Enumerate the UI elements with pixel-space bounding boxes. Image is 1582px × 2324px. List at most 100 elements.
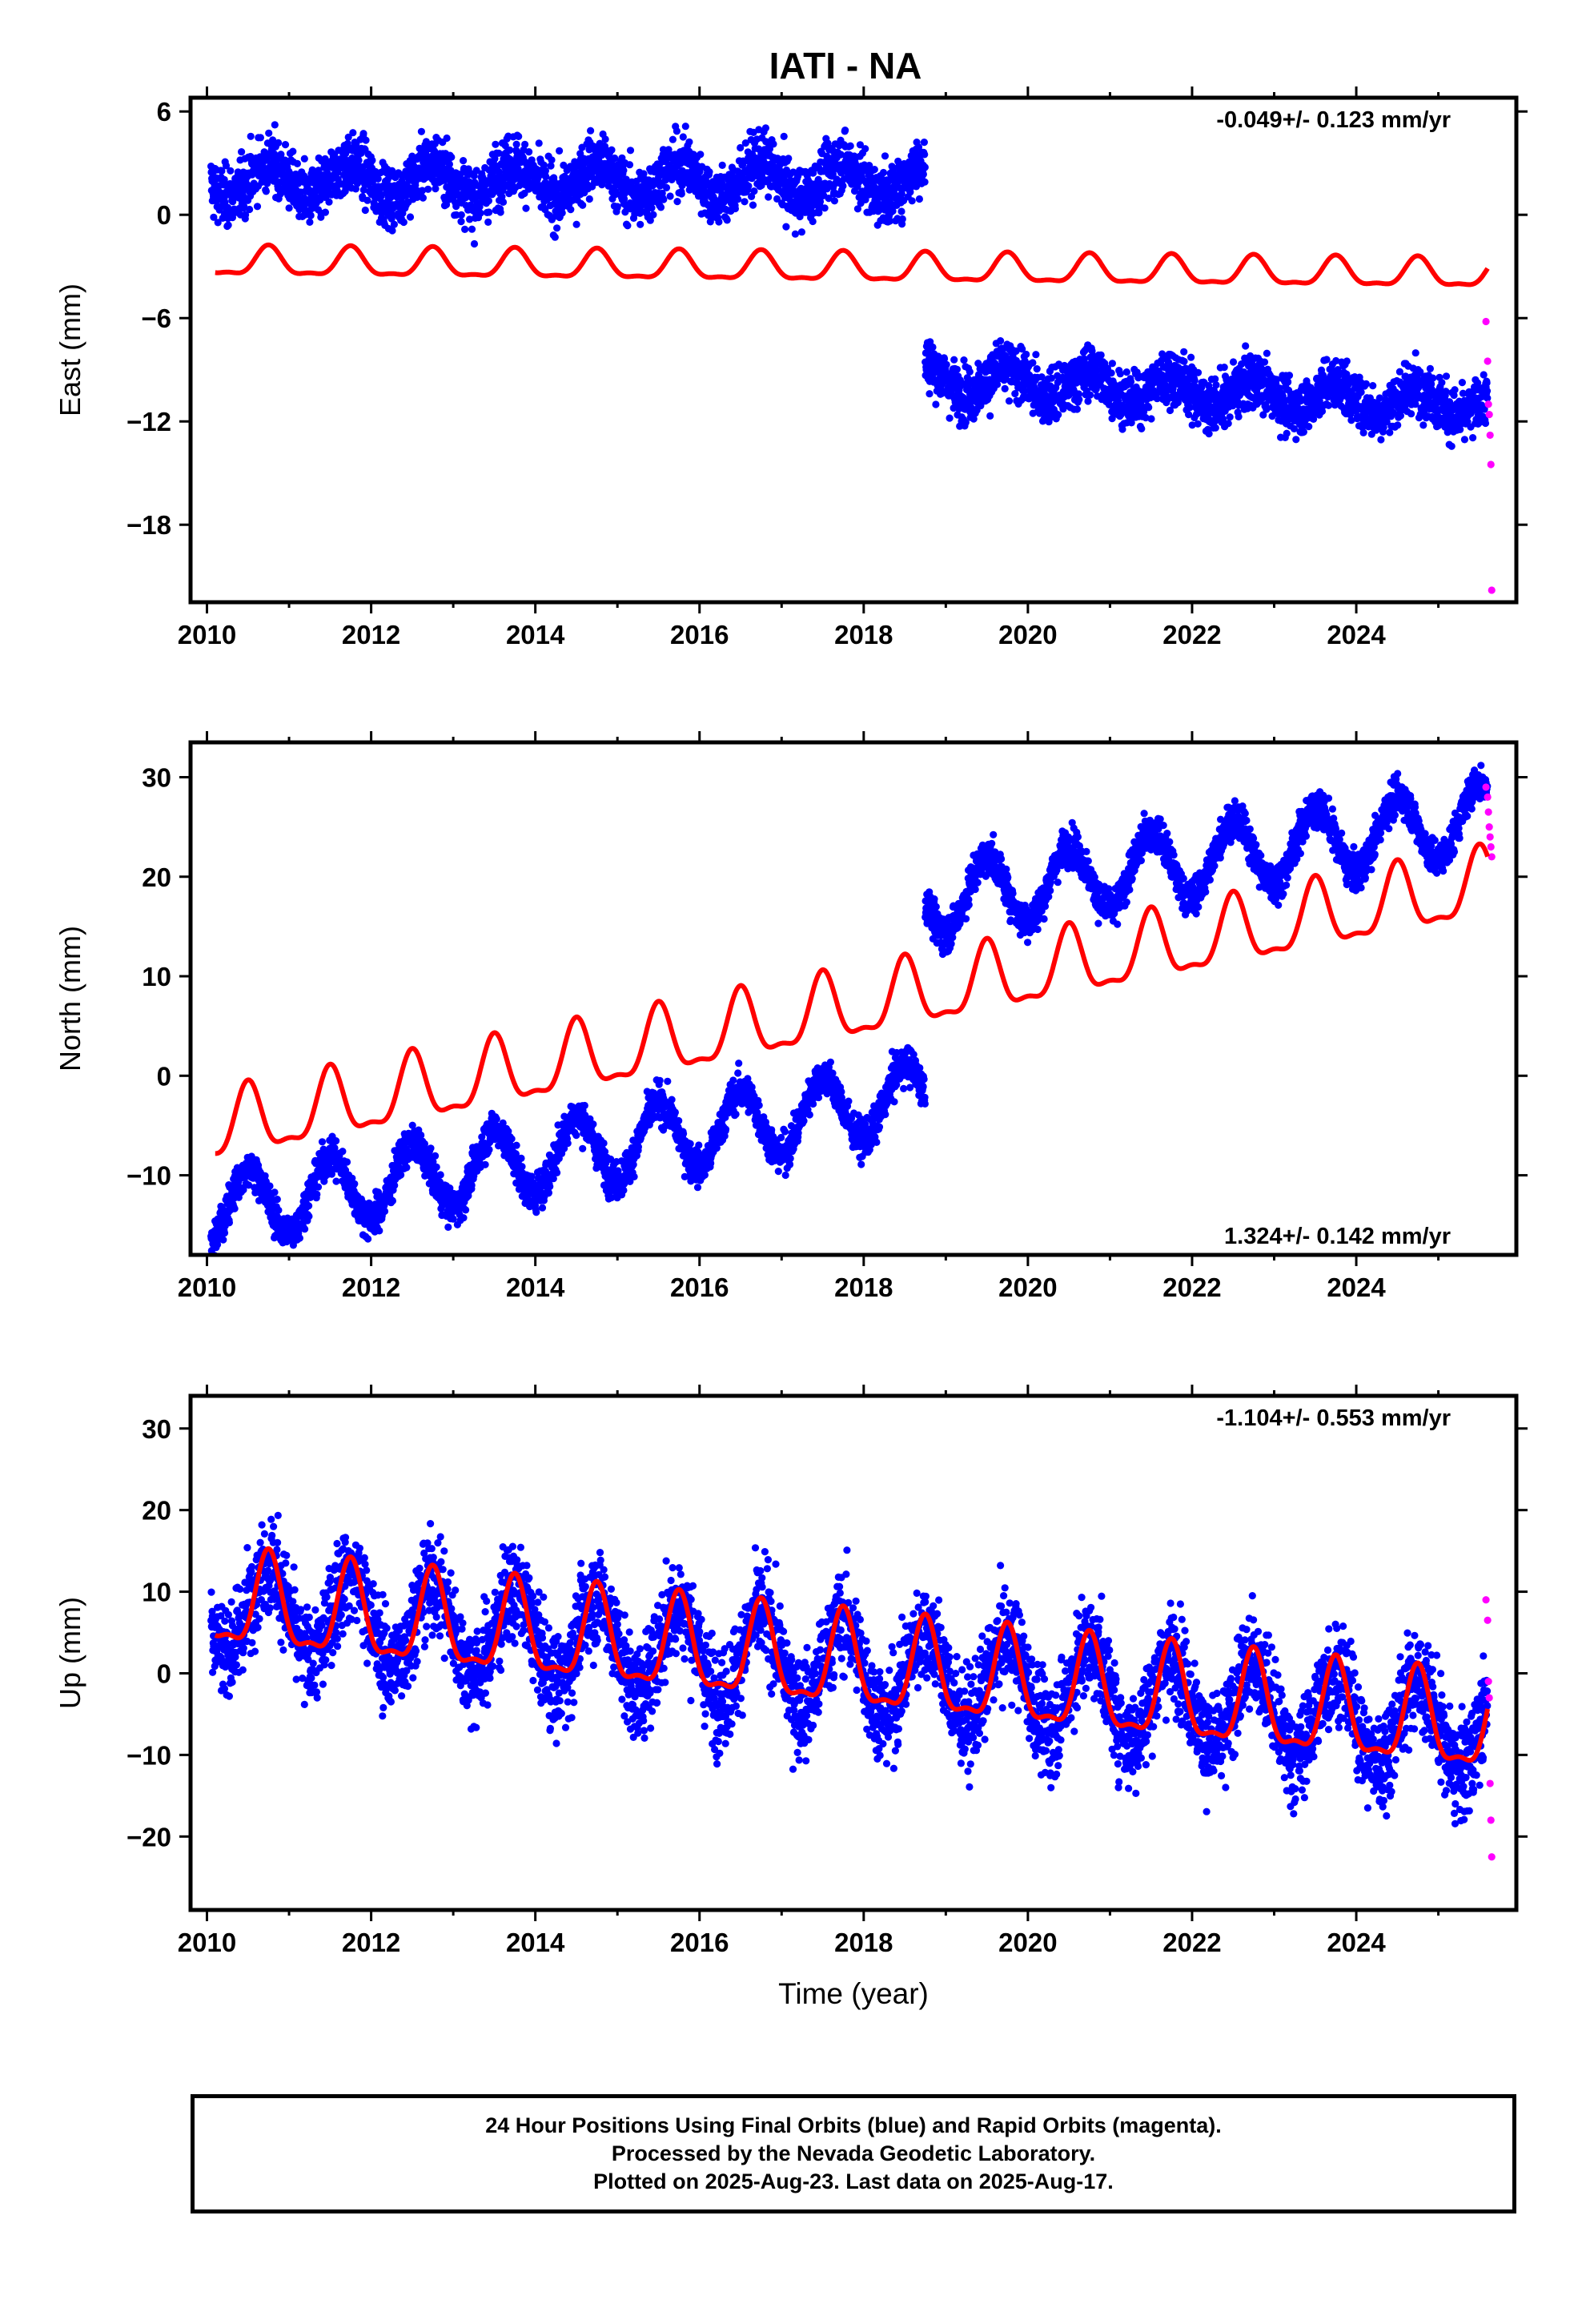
data-point [1483,387,1492,395]
x-tick-label: 2016 [670,620,729,649]
data-point [1012,347,1020,355]
data-point [919,170,927,179]
data-point [1029,359,1037,367]
data-point [940,355,949,363]
data-point [1263,404,1271,413]
data-point [492,140,500,148]
y-axis-label: East (mm) [54,283,86,416]
data-point [424,185,432,193]
data-point [921,178,929,186]
x-tick-label: 2018 [834,620,893,649]
data-point [1285,372,1294,380]
data-point [432,185,440,193]
data-point [1086,391,1094,399]
data-point [1116,370,1124,378]
data-point [263,179,271,187]
data-point [966,368,974,376]
data-point [741,139,749,147]
data-point [1191,376,1199,384]
data-point [285,204,293,212]
data-point [587,127,595,135]
data-point [1480,405,1488,413]
data-point [1145,404,1153,412]
data-point [1357,388,1365,396]
data-point [253,203,262,211]
data-point [1484,394,1492,402]
data-point [548,156,556,164]
data-point [1334,366,1342,374]
data-point [1456,425,1464,434]
data-point [665,146,673,154]
data-point [1001,384,1009,392]
data-point [660,195,668,203]
data-point [506,146,514,155]
data-point [275,178,283,186]
data-point [1180,357,1188,365]
data-point [737,143,745,152]
data-point [1407,410,1415,418]
data-point [512,140,520,148]
data-point [240,202,248,210]
data-point [1379,424,1387,432]
data-point [1229,358,1238,366]
data-point [541,167,550,175]
data-point [1205,430,1213,438]
data-point [1073,405,1081,413]
data-point [256,134,264,142]
data-point [1259,411,1267,419]
data-point [962,419,970,427]
data-point [281,141,290,149]
data-point [344,133,352,141]
data-point [809,217,817,226]
data-point [222,162,231,170]
data-point [1426,364,1434,372]
data-point [484,197,493,205]
data-point [1174,399,1182,407]
data-point [460,157,468,165]
data-point [210,213,218,221]
data-point [262,187,270,195]
data-point [349,129,357,137]
data-point [726,179,735,187]
data-point [472,167,480,175]
data-point [870,166,878,174]
data-point [1097,351,1105,359]
data-point [225,1219,233,1227]
data-point [914,143,923,151]
data-point [300,155,308,163]
data-point [1460,436,1468,444]
data-point [782,223,790,231]
data-point [1280,396,1288,404]
x-tick-label: 2024 [1327,620,1386,649]
data-point [1229,402,1237,410]
data-point [368,156,376,164]
data-point [445,160,454,168]
data-point [1343,357,1351,365]
data-point [1011,390,1019,398]
data-point [881,152,889,160]
data-point [293,159,301,167]
data-point [1386,428,1394,436]
data-point [1211,424,1219,432]
y-tick-label: −6 [141,304,171,333]
data-point [853,205,861,213]
data-point [227,167,235,175]
data-point [656,203,665,211]
data-point [601,135,609,143]
data-point [1194,368,1203,376]
data-point [259,163,267,171]
data-point [640,170,648,178]
data-point [362,136,370,144]
data-point [814,175,822,183]
data-point [1411,349,1419,357]
data-point [1164,358,1173,366]
data-point [1480,371,1488,379]
data-point [1299,428,1307,436]
data-point [572,220,580,228]
data-point [359,130,367,138]
data-point [306,218,314,226]
data-point [1315,396,1323,404]
data-point [715,218,723,226]
data-point [501,142,509,150]
data-point [1047,374,1055,382]
